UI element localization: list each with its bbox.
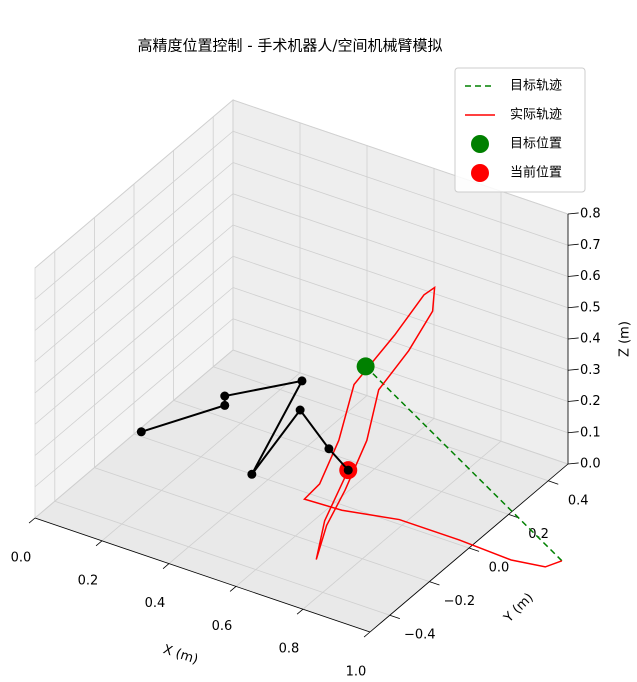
tick-mark	[567, 212, 579, 215]
grid-line	[232, 318, 569, 434]
legend-label: 目标轨迹	[510, 79, 562, 94]
x-tick-label: 1.0	[346, 665, 367, 680]
tick-mark	[95, 540, 103, 547]
axis-line	[369, 463, 569, 633]
grid-line	[173, 400, 509, 515]
y-axis-label: Y (m)	[501, 590, 537, 626]
legend-label: 目标位置	[510, 137, 562, 152]
tick-mark	[567, 306, 579, 309]
grid-line	[232, 162, 569, 277]
point-marker	[220, 391, 230, 401]
legend-box	[454, 67, 586, 193]
grid-line	[232, 287, 569, 402]
chart-title: 高精度位置控制 - 手术机器人/空间机械臂模拟	[137, 37, 442, 55]
tick-mark	[567, 462, 579, 465]
tick-mark	[229, 586, 237, 592]
grid-line	[34, 255, 234, 425]
grid-line	[54, 500, 390, 616]
grid-line	[34, 130, 234, 300]
grid-line	[232, 193, 569, 309]
point-marker	[343, 465, 353, 475]
z-tick-label: 0.5	[580, 300, 601, 315]
tick-mark	[389, 614, 400, 619]
y-tick-label: 0.2	[528, 527, 549, 542]
grid-line	[232, 224, 569, 340]
x-tick-label: 0.0	[11, 551, 32, 566]
y-tick-label: −0.4	[404, 628, 436, 643]
z-tick-label: 0.4	[580, 332, 601, 347]
z-tick-label: 0.0	[580, 457, 601, 472]
legend-swatch	[471, 164, 489, 182]
trajectory-line	[302, 286, 563, 568]
point-marker	[247, 469, 257, 479]
point-marker	[136, 427, 146, 437]
trajectory-line	[365, 365, 563, 562]
grid-line	[34, 224, 234, 394]
point-marker	[324, 444, 334, 454]
tick-mark	[567, 400, 579, 402]
tick-mark	[567, 368, 579, 371]
x-tick-label: 0.2	[78, 573, 99, 588]
grid-line	[34, 99, 234, 269]
grid-line	[232, 255, 569, 371]
grid-line	[34, 287, 234, 456]
tick-mark	[567, 275, 579, 277]
tick-mark	[363, 631, 371, 638]
point-marker	[295, 405, 305, 415]
x-tick-label: 0.4	[145, 596, 166, 611]
point-marker	[297, 376, 307, 386]
grid-line	[34, 193, 234, 363]
x-tick-label: 0.6	[212, 619, 233, 634]
axis-line	[34, 517, 371, 633]
grid-line	[133, 433, 470, 549]
z-tick-label: 0.7	[580, 238, 601, 253]
grid-line	[213, 366, 549, 482]
grid-line	[34, 318, 234, 488]
grid-line	[232, 349, 569, 465]
tick-mark	[429, 581, 440, 586]
tick-mark	[28, 517, 36, 524]
grid-line	[232, 130, 569, 246]
z-tick-label: 0.6	[580, 269, 601, 284]
z-tick-label: 0.8	[580, 207, 601, 222]
tick-mark	[468, 547, 480, 552]
z-tick-label: 0.3	[580, 363, 601, 378]
tick-mark	[162, 563, 170, 569]
y-tick-label: 0.4	[568, 493, 589, 508]
tick-mark	[567, 243, 579, 246]
grid-line	[94, 467, 430, 582]
legend-label: 实际轨迹	[510, 108, 562, 123]
z-tick-label: 0.1	[580, 425, 601, 440]
grid-line	[34, 162, 234, 331]
x-tick-label: 0.8	[279, 642, 300, 657]
grid-line	[232, 99, 569, 215]
tick-mark	[567, 337, 579, 340]
tick-mark	[296, 608, 304, 615]
y-tick-label: −0.2	[444, 594, 476, 609]
point-marker	[356, 357, 375, 376]
legend-label: 当前位置	[510, 165, 562, 181]
y-tick-label: 0.0	[489, 561, 510, 576]
x-axis-label: X (m)	[161, 642, 200, 667]
tick-mark	[567, 431, 579, 434]
point-marker	[220, 400, 230, 410]
legend-swatch	[471, 135, 489, 153]
z-tick-label: 0.2	[580, 394, 601, 409]
tick-mark	[548, 480, 559, 485]
grid-line	[34, 349, 234, 519]
z-axis-label: Z (m)	[618, 321, 633, 357]
